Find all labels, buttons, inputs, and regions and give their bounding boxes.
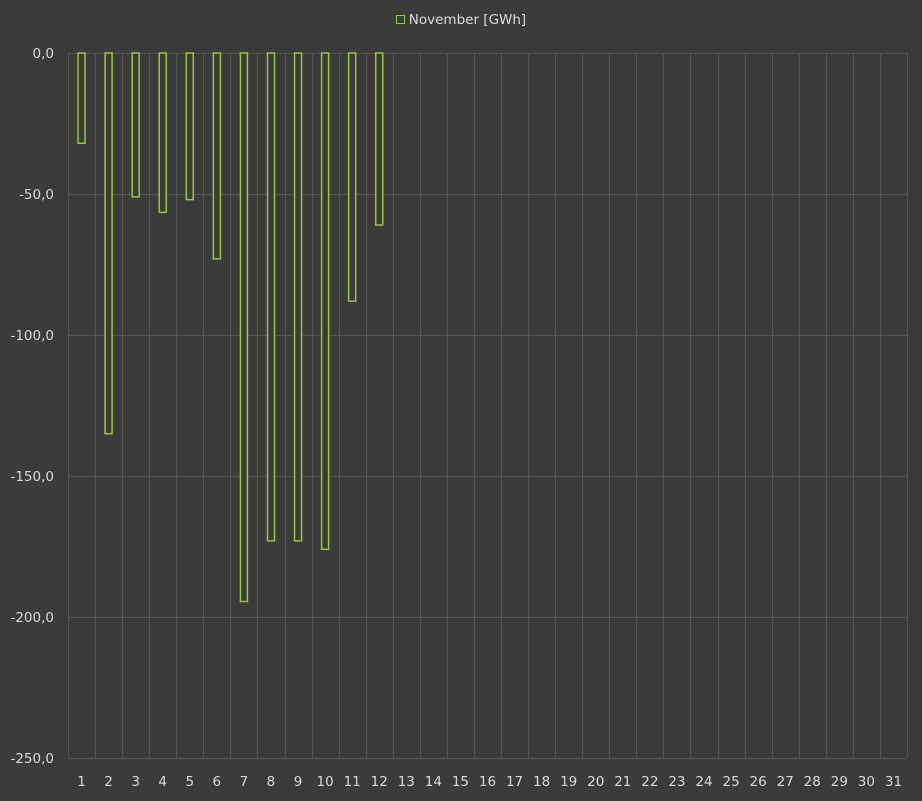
bar-day-3: [131, 52, 140, 198]
x-tick-label: 26: [750, 774, 767, 790]
legend-label: November [GWh]: [408, 12, 527, 28]
x-tick-label: 15: [452, 774, 469, 790]
x-tick-label: 23: [668, 774, 685, 790]
x-tick-label: 25: [722, 774, 739, 790]
x-tick-label: 1: [77, 774, 86, 790]
x-tick-label: 6: [213, 774, 222, 790]
y-tick-label: -50,0: [19, 187, 54, 203]
x-tick-label: 7: [240, 774, 249, 790]
bar-day-9: [293, 52, 303, 542]
x-tick-label: 5: [185, 774, 194, 790]
y-tick-label: -250,0: [10, 751, 54, 767]
bar-day-2: [104, 52, 113, 435]
x-tick-label: 3: [131, 774, 140, 790]
x-tick-label: 21: [614, 774, 631, 790]
y-axis-ticks: 0,0 -50,0 -100,0 -150,0 -200,0 -250,0: [10, 46, 54, 767]
x-tick-label: 31: [885, 774, 902, 790]
legend-swatch: [395, 15, 405, 24]
bar-day-11: [347, 52, 357, 302]
x-tick-label: 2: [104, 774, 113, 790]
x-tick-label: 29: [831, 774, 848, 790]
bar-day-10: [320, 52, 330, 551]
x-tick-label: 11: [344, 774, 361, 790]
x-tick-label: 28: [804, 774, 821, 790]
x-tick-label: 24: [695, 774, 712, 790]
x-tick-label: 8: [267, 774, 276, 790]
gridlines: [68, 53, 908, 759]
x-tick-label: 10: [317, 774, 334, 790]
x-tick-label: 20: [587, 774, 604, 790]
bar-day-7: [239, 52, 249, 603]
x-tick-label: 19: [560, 774, 577, 790]
x-tick-label: 14: [425, 774, 442, 790]
y-tick-label: -200,0: [10, 610, 54, 626]
x-tick-label: 16: [479, 774, 496, 790]
legend: November [GWh]: [0, 12, 922, 28]
bar-day-5: [185, 52, 195, 201]
bar-day-12: [374, 52, 384, 226]
x-tick-label: 22: [641, 774, 658, 790]
x-tick-label: 17: [506, 774, 523, 790]
x-tick-label: 30: [858, 774, 875, 790]
bar-day-1: [77, 52, 86, 144]
x-tick-label: 9: [294, 774, 303, 790]
y-tick-label: -100,0: [10, 328, 54, 344]
x-tick-label: 13: [398, 774, 415, 790]
x-axis-ticks: 1 2 3 4 5 6 7 8 9 10 11 12 13 14 15 16 17 18 19 20 21 22 23 24 2…: [77, 774, 902, 790]
x-tick-label: 4: [158, 774, 167, 790]
x-tick-label: 27: [777, 774, 794, 790]
y-tick-label: 0,0: [33, 46, 54, 62]
bars: [77, 52, 384, 603]
bar-day-6: [212, 52, 222, 260]
y-tick-label: -150,0: [10, 469, 54, 485]
bar-day-8: [266, 52, 276, 542]
bar-day-4: [158, 52, 167, 214]
x-tick-label: 12: [371, 774, 388, 790]
x-tick-label: 18: [533, 774, 550, 790]
